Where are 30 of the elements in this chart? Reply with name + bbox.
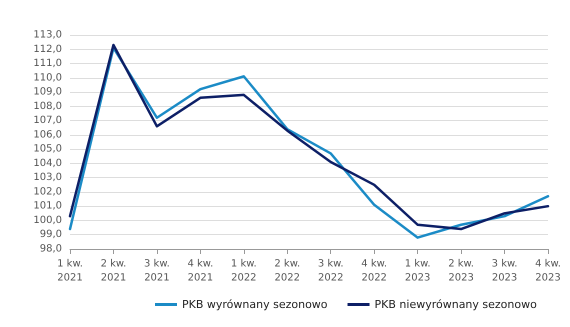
y-tick-label: 99,0	[40, 229, 62, 240]
x-tick-label: 3 kw. 2021	[144, 258, 170, 284]
x-tick-label: 1 kw. 2022	[230, 258, 257, 284]
legend-label: PKB wyrównany sezonowo	[182, 298, 328, 311]
y-tick-label: 100,0	[33, 214, 62, 226]
y-tick-label: 112,0	[33, 44, 62, 55]
y-tick-label: 103,0	[33, 172, 62, 184]
y-tick-label: 102,0	[33, 186, 62, 198]
y-tick-label: 107,0	[33, 115, 62, 126]
x-tick-label: 3 kw. 2023	[492, 258, 518, 284]
y-tick-label: 111,0	[33, 58, 62, 70]
y-tick-label: 101,0	[33, 200, 62, 212]
x-tick-label: 4 kw. 2022	[361, 258, 388, 284]
y-tick-label: 98,0	[40, 244, 62, 254]
y-tick-label: 108,0	[33, 100, 62, 112]
y-tick-label: 113,0	[33, 30, 62, 40]
y-tick-label: 104,0	[33, 158, 62, 169]
legend-label: PKB niewyrównany sezonowo	[374, 298, 538, 311]
x-tick-label: 1 kw. 2023	[404, 258, 431, 284]
x-tick-label: 3 kw. 2022	[318, 258, 344, 284]
x-tick-label: 4 kw. 2021	[187, 258, 214, 284]
y-tick-label: 106,0	[33, 129, 62, 140]
x-tick-label: 2 kw. 2023	[448, 258, 474, 284]
y-tick-label: 110,0	[33, 72, 62, 84]
y-tick-label: 109,0	[33, 86, 62, 98]
x-tick-label: 2 kw. 2021	[100, 258, 126, 284]
x-tick-label: 1 kw. 2021	[57, 258, 83, 284]
y-tick-label: 105,0	[33, 144, 62, 155]
x-tick-label: 4 kw. 2023	[535, 258, 561, 284]
x-tick-label: 2 kw. 2022	[274, 258, 300, 284]
